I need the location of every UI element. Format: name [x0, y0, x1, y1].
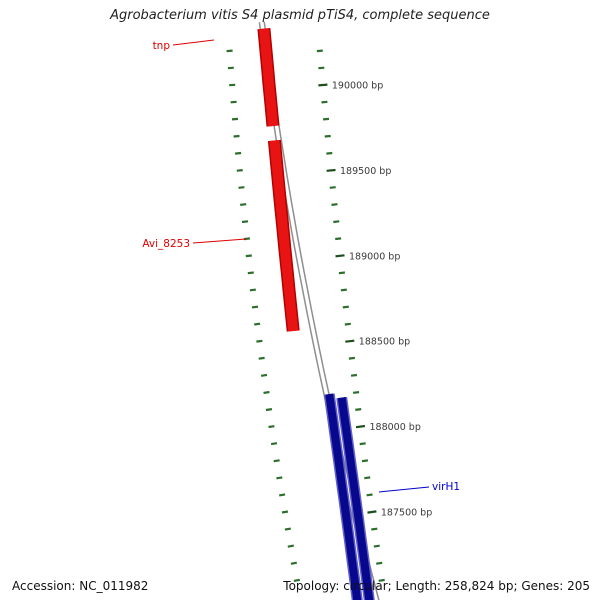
minor-tick: [230, 100, 237, 104]
ruler-label: 188000 bp: [370, 422, 421, 433]
minor-tick: [284, 527, 291, 531]
minor-tick: [233, 134, 240, 138]
major-tick: [326, 168, 336, 172]
minor-tick: [249, 288, 256, 292]
minor-tick: [324, 134, 331, 138]
minor-tick: [340, 288, 347, 292]
gene-features: [257, 27, 375, 600]
minor-tick: [240, 203, 247, 206]
minor-tick: [316, 49, 323, 53]
minor-tick: [318, 66, 325, 70]
feature-avi_8253[interactable]: [269, 140, 299, 332]
accession-text: Accession: NC_011982: [12, 579, 149, 593]
minor-tick: [245, 254, 252, 258]
minor-tick: [251, 305, 259, 309]
ruler-label: 190000 bp: [332, 81, 383, 92]
minor-tick: [338, 271, 346, 275]
minor-tick: [290, 561, 298, 565]
minor-tick: [364, 476, 371, 480]
minor-tick: [329, 186, 336, 189]
minor-tick: [273, 459, 280, 463]
feature-label-tnp[interactable]: tnp: [153, 40, 171, 52]
feature-virh1[interactable]: [337, 397, 374, 600]
minor-tick: [256, 339, 263, 343]
minor-tick: [287, 544, 294, 548]
minor-tick: [350, 373, 358, 377]
minor-tick: [247, 271, 254, 275]
minor-tick: [263, 390, 270, 394]
feature-labels: tnp Avi_8253 virH1: [142, 39, 460, 493]
minor-tick: [323, 117, 330, 121]
minor-tick: [265, 408, 273, 412]
minor-tick: [226, 49, 233, 53]
ruler-label: 189500 bp: [340, 166, 391, 177]
minor-tick: [352, 391, 360, 394]
leader-virh1: [378, 486, 430, 493]
ruler-major-ticks: 190000 bp 189500 bp 189000 bp 188500 bp 1880…: [318, 81, 432, 519]
minor-tick: [268, 425, 275, 429]
minor-tick: [326, 151, 333, 155]
ruler-minor-ticks-outer: [316, 49, 385, 582]
minor-tick: [359, 442, 366, 446]
ruler-label: 187500 bp: [381, 508, 432, 519]
feature-tnp[interactable]: [258, 28, 278, 127]
minor-tick: [331, 203, 338, 206]
minor-tick: [241, 220, 249, 224]
minor-tick: [281, 510, 289, 514]
minor-tick: [355, 408, 362, 411]
minor-tick: [344, 322, 351, 326]
minor-tick: [234, 151, 242, 155]
minor-tick: [254, 322, 261, 326]
major-tick: [318, 83, 328, 87]
feature-label-virh1[interactable]: virH1: [432, 481, 460, 493]
minor-tick: [342, 305, 349, 309]
major-tick: [345, 339, 355, 343]
minor-tick: [378, 578, 385, 582]
ruler-label: 189000 bp: [349, 251, 400, 262]
minor-tick: [371, 527, 378, 531]
minor-tick: [376, 561, 383, 565]
minor-tick: [333, 220, 340, 224]
minor-tick: [231, 117, 239, 121]
ruler-minor-ticks-inner: [226, 49, 301, 582]
minor-tick: [236, 169, 243, 172]
topology-summary-text: Topology: circular; Length: 258,824 bp; …: [283, 579, 590, 593]
minor-tick: [335, 237, 342, 241]
minor-tick: [348, 356, 356, 360]
major-tick: [367, 510, 377, 514]
minor-tick: [238, 186, 245, 189]
minor-tick: [227, 66, 234, 70]
minor-tick: [270, 442, 278, 446]
leader-tnp: [172, 39, 215, 46]
minor-tick: [361, 459, 369, 463]
ruler-label: 188500 bp: [359, 337, 410, 348]
minor-tick: [276, 476, 283, 480]
minor-tick: [373, 544, 380, 548]
leader-avi_8253: [192, 238, 247, 244]
minor-tick: [366, 493, 373, 497]
major-tick: [335, 254, 345, 258]
minor-tick: [258, 356, 265, 360]
minor-tick: [260, 373, 268, 377]
minor-tick: [279, 493, 286, 497]
feature-virh1_adjacent[interactable]: [325, 393, 362, 600]
minor-tick: [321, 100, 328, 104]
minor-tick: [293, 578, 301, 582]
major-tick: [355, 424, 366, 429]
feature-label-avi_8253[interactable]: Avi_8253: [142, 238, 190, 250]
